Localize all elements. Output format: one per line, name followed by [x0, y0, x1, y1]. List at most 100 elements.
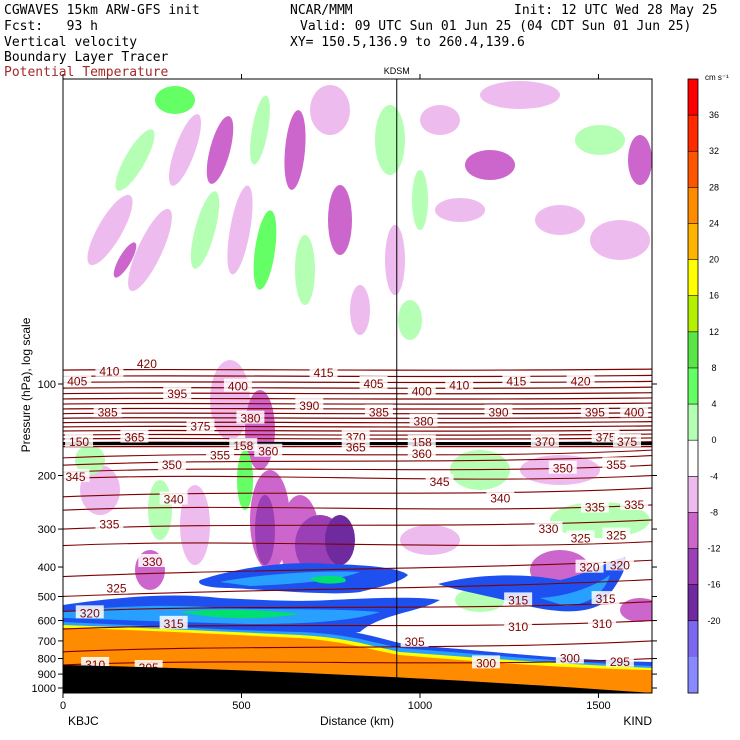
theta-label-bg — [138, 553, 167, 567]
theta-label: 370 — [535, 435, 555, 449]
colorbar-frame — [687, 78, 699, 694]
theta-label: 355 — [210, 449, 230, 463]
theta-contour — [63, 455, 652, 466]
x-axis-label: Distance (km) — [320, 714, 394, 728]
theta-label-bg — [605, 653, 634, 667]
colorbar-swatch — [688, 295, 698, 333]
theta-label: 400 — [624, 405, 644, 419]
colorbar-tick-label: -8 — [710, 507, 718, 517]
theta-label-bg — [95, 516, 124, 530]
colorbar-tick-label: 36 — [709, 110, 719, 120]
colorbar-swatch — [688, 404, 698, 441]
theta-label: 415 — [506, 374, 526, 388]
theta-label-bg — [602, 527, 631, 541]
colorbar-tick-label: 4 — [711, 399, 716, 409]
theta-label: 340 — [490, 491, 510, 505]
theta-label: 305 — [405, 635, 425, 649]
theta-label-bg — [566, 373, 595, 387]
theta-label-bg — [63, 373, 92, 387]
colorbar-tick-label: -16 — [707, 580, 720, 590]
theta-label-bg — [229, 438, 258, 452]
theta-label: 390 — [299, 399, 319, 413]
theta-label-bg — [445, 377, 474, 391]
y-tick-label: 1000 — [32, 683, 56, 695]
theta-label-bg — [407, 383, 436, 397]
theta-label-bg — [359, 376, 388, 389]
colorbar-swatch — [688, 440, 698, 477]
x-axis: 0 500 1000 1500 — [60, 74, 611, 712]
theta-label: 400 — [412, 385, 432, 399]
terrain — [63, 665, 652, 693]
theta-label-bg — [502, 373, 531, 387]
colorbar-swatch — [688, 115, 698, 152]
theta-label: 325 — [107, 581, 127, 595]
colorbar-swatch — [688, 367, 698, 405]
theta-label: 320 — [610, 558, 630, 572]
theta-label-bg — [206, 447, 235, 461]
theta-contour — [63, 421, 652, 424]
theta-label-bg — [159, 491, 188, 505]
theta-label: 375 — [596, 431, 616, 445]
theta-label-bg — [620, 404, 649, 418]
theta-label: 330 — [142, 555, 162, 569]
theta-label-bg — [364, 404, 393, 418]
theta-label-bg — [236, 410, 265, 424]
theta-label: 335 — [624, 498, 644, 512]
theta-label: 415 — [314, 366, 334, 380]
y-axis-label: Pressure (hPa), log scale — [19, 317, 33, 452]
theta-label-bg — [472, 655, 501, 669]
theta-contour — [63, 601, 652, 612]
colorbar-unit: cm s⁻¹ — [705, 73, 729, 82]
theta-contour — [63, 474, 652, 480]
theta-label-bg — [295, 397, 324, 411]
theta-label-bg — [504, 592, 533, 606]
theta-label: 320 — [580, 561, 600, 575]
colorbar-tick-label: -20 — [707, 616, 720, 626]
theta-contour — [63, 392, 652, 395]
vertical-velocity-field — [75, 81, 652, 622]
theta-label: 355 — [606, 458, 626, 472]
theta-label-bg — [484, 404, 513, 418]
theta-label: 420 — [571, 374, 591, 388]
colorbar-swatch — [688, 259, 698, 297]
theta-label: 350 — [553, 462, 573, 476]
x-tick-label: 0 — [60, 700, 66, 712]
colorbar-swatch — [688, 620, 698, 658]
theta-label: 330 — [538, 522, 558, 536]
theta-contour — [63, 579, 652, 598]
theta-label-bg — [588, 615, 617, 629]
theta-label-bg — [580, 499, 609, 513]
theta-label-bg — [132, 356, 161, 370]
theta-contour — [63, 640, 652, 653]
theta-label-bg — [102, 580, 131, 594]
colorbar-swatch — [688, 79, 698, 116]
colorbar-tick-label: 28 — [709, 182, 719, 192]
theta-label-bg — [157, 457, 186, 471]
theta-label: 315 — [164, 617, 184, 631]
theta-label-bg — [163, 386, 192, 400]
theta-label-bg — [486, 490, 515, 504]
theta-label-bg — [95, 363, 124, 377]
org-label: NCAR/MMM — [290, 3, 353, 18]
theta-label: 345 — [65, 470, 85, 484]
y-tick-label: 200 — [38, 471, 56, 483]
theta-label: 360 — [412, 447, 432, 461]
valid-time: Valid: 09 UTC Sun 01 Jun 25 (04 CDT Sun … — [300, 19, 692, 34]
theta-label-bg — [530, 433, 559, 447]
theta-label-bg — [534, 521, 563, 535]
theta-label: 335 — [585, 501, 605, 515]
theta-label: 375 — [190, 420, 210, 434]
colorbar-swatch — [688, 548, 698, 586]
theta-label-bg — [254, 443, 283, 457]
theta-label: 310 — [508, 620, 528, 634]
theta-label: 420 — [137, 357, 157, 371]
theta-label-bg — [309, 364, 338, 378]
left-station-label: KBJC — [68, 714, 99, 728]
colorbar-swatch — [688, 331, 698, 369]
theta-label: 405 — [364, 377, 384, 391]
colorbar-swatch — [688, 584, 698, 622]
theta-label: 295 — [610, 655, 630, 669]
y-tick-label: 700 — [38, 636, 56, 648]
theta-contour — [63, 412, 652, 415]
theta-label: 335 — [99, 518, 119, 532]
